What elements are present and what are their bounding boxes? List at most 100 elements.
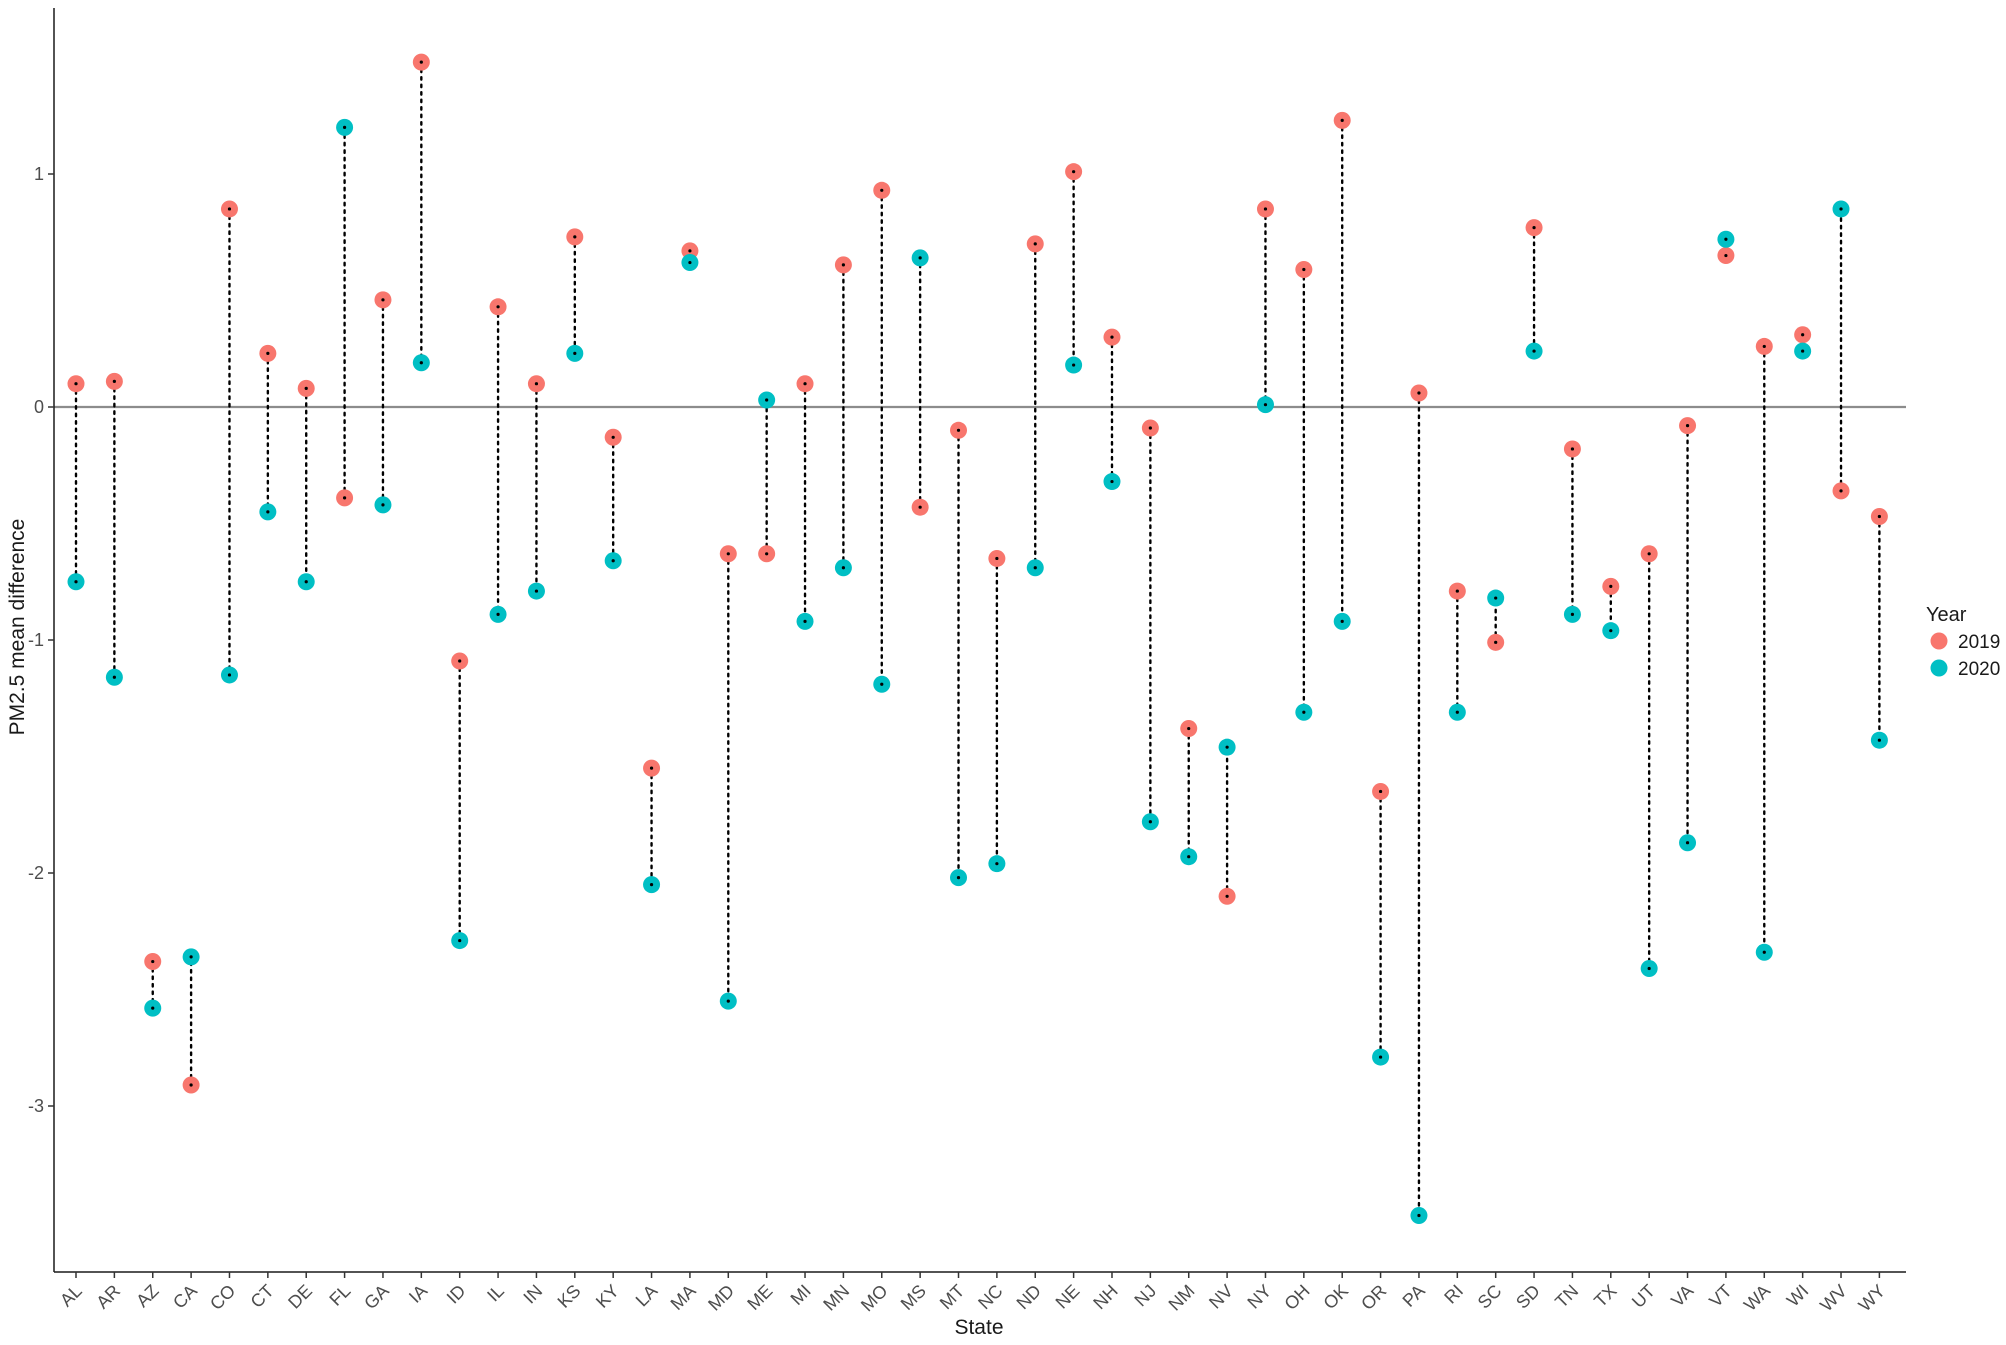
point-center-dot bbox=[1685, 424, 1690, 428]
x-tick-label: CT bbox=[247, 1281, 278, 1312]
x-tick-label: IA bbox=[405, 1281, 431, 1307]
data-points-group bbox=[67, 53, 1888, 1225]
y-tick-label: -1 bbox=[28, 630, 44, 650]
point-center-dot bbox=[458, 659, 462, 663]
point-center-dot bbox=[649, 883, 654, 887]
y-axis-title: PM2.5 mean difference bbox=[6, 519, 29, 736]
point-center-dot bbox=[726, 999, 730, 1003]
point-center-dot bbox=[726, 552, 730, 556]
legend-label-2020: 2020 bbox=[1958, 659, 2000, 680]
point-center-dot bbox=[1187, 855, 1191, 859]
x-tick-label: AR bbox=[92, 1281, 124, 1313]
point-center-dot bbox=[1877, 738, 1881, 742]
point-center-dot bbox=[995, 556, 999, 561]
x-tick-label: MS bbox=[897, 1281, 930, 1314]
x-tick-label: WA bbox=[1740, 1281, 1774, 1315]
point-center-dot bbox=[151, 959, 155, 964]
x-tick-label: SC bbox=[1474, 1281, 1506, 1313]
point-center-dot bbox=[227, 673, 232, 677]
point-center-dot bbox=[1148, 820, 1152, 824]
axes-group bbox=[48, 8, 1906, 1278]
point-center-dot bbox=[1072, 170, 1076, 174]
point-center-dot bbox=[1417, 1213, 1421, 1218]
point-center-dot bbox=[1532, 349, 1536, 353]
x-tick-label: PA bbox=[1399, 1281, 1429, 1311]
point-center-dot bbox=[1378, 789, 1383, 794]
x-tick-label: MN bbox=[819, 1281, 853, 1315]
point-center-dot bbox=[1033, 566, 1037, 570]
point-center-dot bbox=[1801, 349, 1805, 353]
x-tick-label: OH bbox=[1280, 1281, 1313, 1314]
point-center-dot bbox=[74, 580, 78, 584]
x-tick-label: MT bbox=[936, 1281, 969, 1314]
point-center-dot bbox=[1609, 584, 1613, 589]
point-center-dot bbox=[304, 580, 308, 584]
point-center-dot bbox=[1302, 710, 1306, 714]
point-center-dot bbox=[995, 862, 999, 866]
point-center-dot bbox=[1033, 242, 1037, 246]
x-tick-label: MD bbox=[704, 1281, 738, 1315]
x-tick-label: UT bbox=[1628, 1281, 1659, 1312]
y-tick-label: 1 bbox=[34, 164, 44, 184]
point-center-dot bbox=[649, 766, 654, 770]
point-center-dot bbox=[918, 256, 922, 260]
x-tick-label: VA bbox=[1667, 1281, 1697, 1311]
point-center-dot bbox=[189, 1083, 193, 1087]
point-center-dot bbox=[112, 675, 116, 679]
point-center-dot bbox=[1801, 333, 1805, 337]
point-center-dot bbox=[1570, 447, 1575, 451]
x-tick-label: MO bbox=[857, 1281, 892, 1316]
x-tick-label: NE bbox=[1052, 1281, 1084, 1313]
x-tick-label: DE bbox=[284, 1281, 316, 1313]
point-center-dot bbox=[342, 496, 347, 500]
x-tick-label: TX bbox=[1590, 1281, 1620, 1311]
legend-key-2020 bbox=[1930, 659, 1948, 677]
x-tick-label: NY bbox=[1243, 1281, 1275, 1313]
point-center-dot bbox=[803, 382, 807, 386]
point-center-dot bbox=[688, 260, 692, 265]
point-center-dot bbox=[381, 503, 385, 507]
legend: Year 2019 2020 bbox=[1926, 604, 2000, 680]
point-center-dot bbox=[458, 938, 462, 943]
point-center-dot bbox=[573, 235, 577, 239]
x-tick-label: MI bbox=[787, 1281, 815, 1309]
point-center-dot bbox=[1724, 237, 1728, 241]
point-center-dot bbox=[1647, 966, 1651, 971]
x-tick-label: WI bbox=[1783, 1281, 1813, 1311]
legend-key-2019 bbox=[1930, 632, 1948, 650]
point-center-dot bbox=[1839, 207, 1843, 211]
x-tick-label: IL bbox=[483, 1281, 508, 1306]
x-tick-label: OK bbox=[1320, 1281, 1353, 1314]
point-center-dot bbox=[189, 955, 193, 959]
x-tick-label: NH bbox=[1089, 1281, 1122, 1314]
point-center-dot bbox=[765, 398, 769, 402]
point-center-dot bbox=[112, 379, 116, 383]
point-center-dot bbox=[918, 505, 922, 509]
point-center-dot bbox=[419, 361, 423, 365]
y-tick-label: -3 bbox=[28, 1096, 44, 1116]
legend-title: Year bbox=[1926, 604, 1967, 626]
point-center-dot bbox=[956, 876, 961, 880]
point-center-dot bbox=[1302, 267, 1306, 272]
point-center-dot bbox=[1494, 640, 1498, 644]
point-center-dot bbox=[1340, 619, 1344, 623]
point-center-dot bbox=[304, 386, 308, 390]
x-tick-label: OR bbox=[1357, 1281, 1390, 1314]
point-center-dot bbox=[1455, 589, 1459, 593]
x-tick-label: LA bbox=[632, 1281, 662, 1311]
point-center-dot bbox=[151, 1006, 155, 1010]
point-center-dot bbox=[1072, 363, 1076, 367]
point-center-dot bbox=[534, 589, 539, 593]
x-tick-label: VT bbox=[1705, 1281, 1735, 1311]
point-center-dot bbox=[74, 382, 78, 386]
point-center-dot bbox=[1532, 225, 1536, 230]
point-center-dot bbox=[381, 298, 385, 302]
y-tick-label: 0 bbox=[34, 397, 44, 417]
x-axis-title: State bbox=[954, 1316, 1003, 1339]
point-center-dot bbox=[227, 207, 232, 211]
point-center-dot bbox=[419, 60, 423, 64]
x-tick-label: SD bbox=[1512, 1281, 1544, 1313]
point-center-dot bbox=[1762, 950, 1766, 954]
y-tick-label: -2 bbox=[28, 863, 44, 883]
